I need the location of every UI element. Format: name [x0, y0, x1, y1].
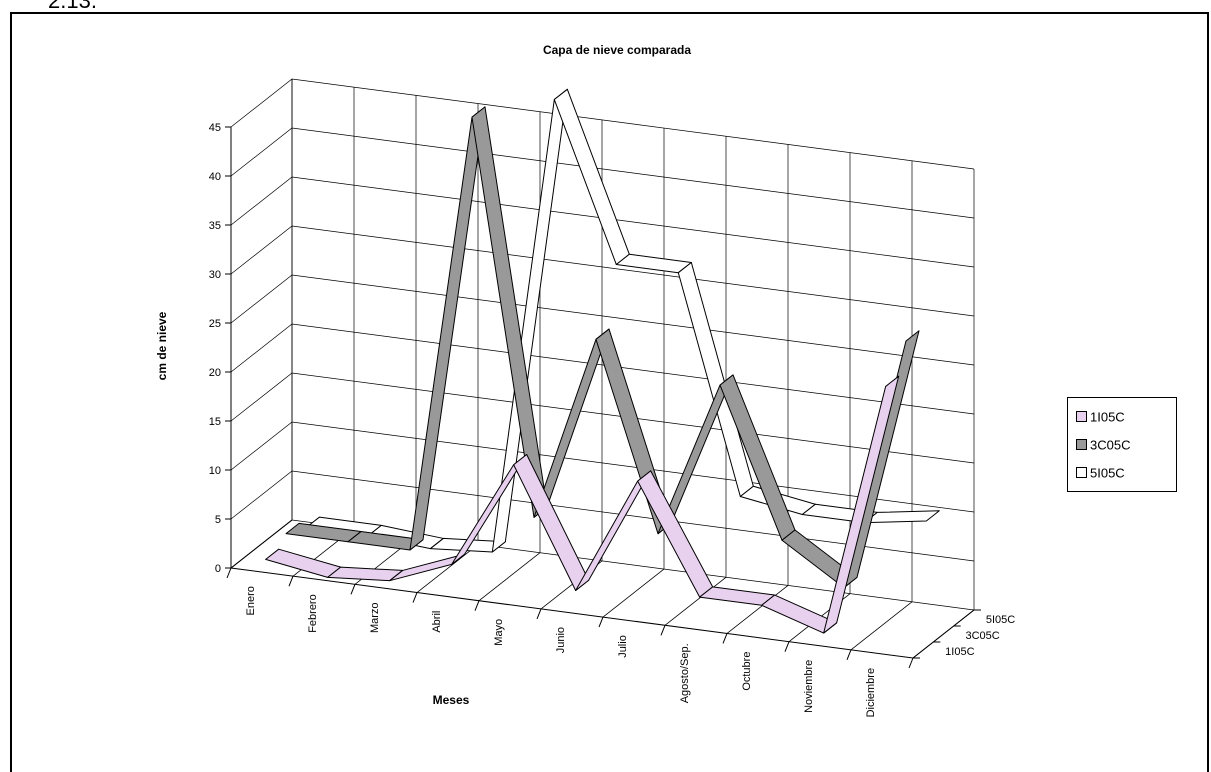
x-tick: [722, 633, 728, 644]
legend-entry: 3C05C: [1076, 436, 1130, 452]
floor-gridline: [726, 585, 789, 634]
depth-label: 1I05C: [945, 646, 974, 658]
series-segment: [637, 470, 714, 598]
chart-frame: [10, 12, 1209, 772]
x-tick-label: Enero: [245, 586, 257, 615]
legend-swatch-5i05c: [1076, 467, 1087, 479]
y-tick-label: 5: [215, 514, 221, 526]
x-tick: [536, 608, 542, 620]
floor-gridline: [230, 519, 293, 569]
floor-gridline: [416, 544, 479, 593]
floor-gridline: [912, 609, 975, 659]
legend-swatch-1i05c: [1076, 411, 1087, 423]
x-tick: [908, 657, 914, 669]
figure-caption: 2.13.: [48, 0, 97, 13]
chart-title: Capa de nieve comparada: [543, 43, 691, 57]
series-segment: [575, 470, 652, 592]
x-tick-label: Noviembre: [803, 660, 815, 713]
x-tick-label: Mayo: [493, 619, 505, 646]
x-tick: [226, 567, 232, 579]
series-segment: [389, 553, 466, 582]
y-tick-label: 45: [209, 122, 221, 134]
floor-gridline: [664, 576, 727, 626]
y-tick-label: 35: [209, 220, 221, 232]
x-tick-label: Diciembre: [865, 668, 877, 718]
depth-label: 5I05C: [986, 614, 1015, 626]
y-tick-label: 40: [209, 171, 221, 183]
legend-label: 1I05C: [1090, 409, 1125, 425]
floor-gridline: [602, 568, 665, 618]
x-tick: [784, 641, 790, 652]
gridline: [230, 78, 975, 170]
x-tick-label: Abril: [431, 611, 443, 633]
series-segment: [327, 566, 404, 582]
legend-entry: 5I05C: [1076, 464, 1125, 480]
x-tick: [412, 592, 418, 603]
x-tick: [288, 575, 294, 587]
series-segment: [265, 548, 342, 578]
legend-swatch-3c05c: [1076, 439, 1087, 451]
x-tick-label: Marzo: [369, 602, 381, 633]
x-tick-label: Febrero: [307, 594, 319, 633]
legend: 1I05C 3C05C 5I05C: [1067, 397, 1177, 492]
series-segment: [823, 375, 900, 634]
series-segment: [553, 88, 630, 266]
y-tick-label: 10: [209, 465, 221, 477]
series-segment: [409, 106, 486, 551]
x-tick: [846, 649, 852, 661]
gridline: [230, 372, 975, 464]
legend-label: 5I05C: [1090, 465, 1125, 481]
y-tick-label: 30: [209, 269, 221, 281]
x-tick: [660, 625, 666, 636]
x-tick: [350, 584, 356, 595]
x-tick-label: Julio: [617, 635, 629, 658]
y-tick-label: 20: [209, 367, 221, 379]
x-tick-label: Octubre: [741, 652, 753, 691]
y-tick-label: 25: [209, 318, 221, 330]
x-tick: [598, 616, 604, 628]
y-axis-label: cm de nieve: [155, 311, 169, 380]
y-tick-label: 0: [215, 563, 221, 575]
legend-label: 3C05C: [1090, 437, 1131, 453]
series-segment: [699, 586, 776, 606]
legend-entry: 1I05C: [1076, 408, 1125, 424]
x-axis-label: Meses: [433, 693, 470, 707]
x-tick-label: Junio: [555, 627, 567, 653]
gridline: [230, 225, 975, 317]
floor-gridline: [478, 552, 541, 602]
y-tick-label: 15: [209, 416, 221, 428]
x-tick: [474, 600, 480, 611]
floor-gridline: [850, 601, 913, 651]
depth-label: 3C05C: [966, 630, 1000, 642]
x-tick-label: Agosto/Sep.: [679, 643, 691, 703]
